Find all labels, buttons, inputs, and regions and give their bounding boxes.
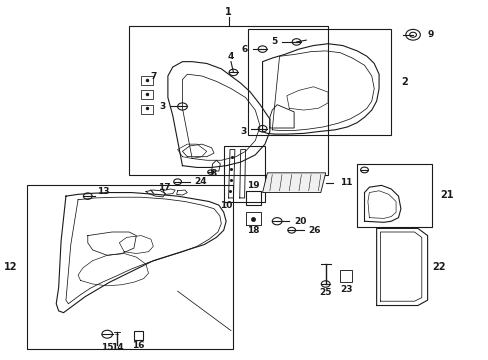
Text: 5: 5 (270, 37, 277, 46)
Text: 12: 12 (4, 262, 18, 272)
Text: 2: 2 (400, 77, 407, 87)
Bar (141, 105, 153, 114)
Text: 20: 20 (293, 217, 306, 226)
Bar (134, 330, 142, 339)
Text: 21: 21 (439, 190, 452, 200)
Text: 6: 6 (241, 45, 247, 54)
Text: 1: 1 (225, 7, 231, 17)
Text: 8: 8 (210, 169, 216, 178)
Text: 22: 22 (431, 262, 445, 272)
Bar (247, 30, 390, 135)
Text: 7: 7 (150, 72, 156, 81)
Text: 16: 16 (132, 341, 144, 350)
Text: 24: 24 (194, 177, 207, 186)
Text: 9: 9 (427, 30, 433, 39)
Bar (141, 90, 153, 99)
Bar (245, 192, 261, 205)
Text: 3: 3 (159, 102, 165, 111)
Text: 15: 15 (101, 343, 113, 352)
Text: 11: 11 (340, 178, 352, 187)
Text: 17: 17 (158, 183, 170, 192)
Text: 25: 25 (319, 288, 331, 297)
Bar (224, 146, 264, 202)
Text: 26: 26 (308, 226, 321, 235)
Bar (357, 164, 431, 226)
Text: 13: 13 (97, 187, 110, 196)
Text: 18: 18 (246, 226, 259, 235)
Polygon shape (262, 173, 325, 193)
Text: 3: 3 (240, 127, 246, 136)
Bar (129, 26, 327, 175)
Bar (27, 185, 233, 348)
Text: 14: 14 (110, 343, 123, 352)
Bar (141, 76, 153, 85)
Bar (340, 270, 352, 282)
Text: 19: 19 (246, 181, 259, 190)
Text: 4: 4 (227, 52, 234, 61)
Text: 10: 10 (219, 201, 231, 210)
Text: 23: 23 (340, 285, 352, 294)
